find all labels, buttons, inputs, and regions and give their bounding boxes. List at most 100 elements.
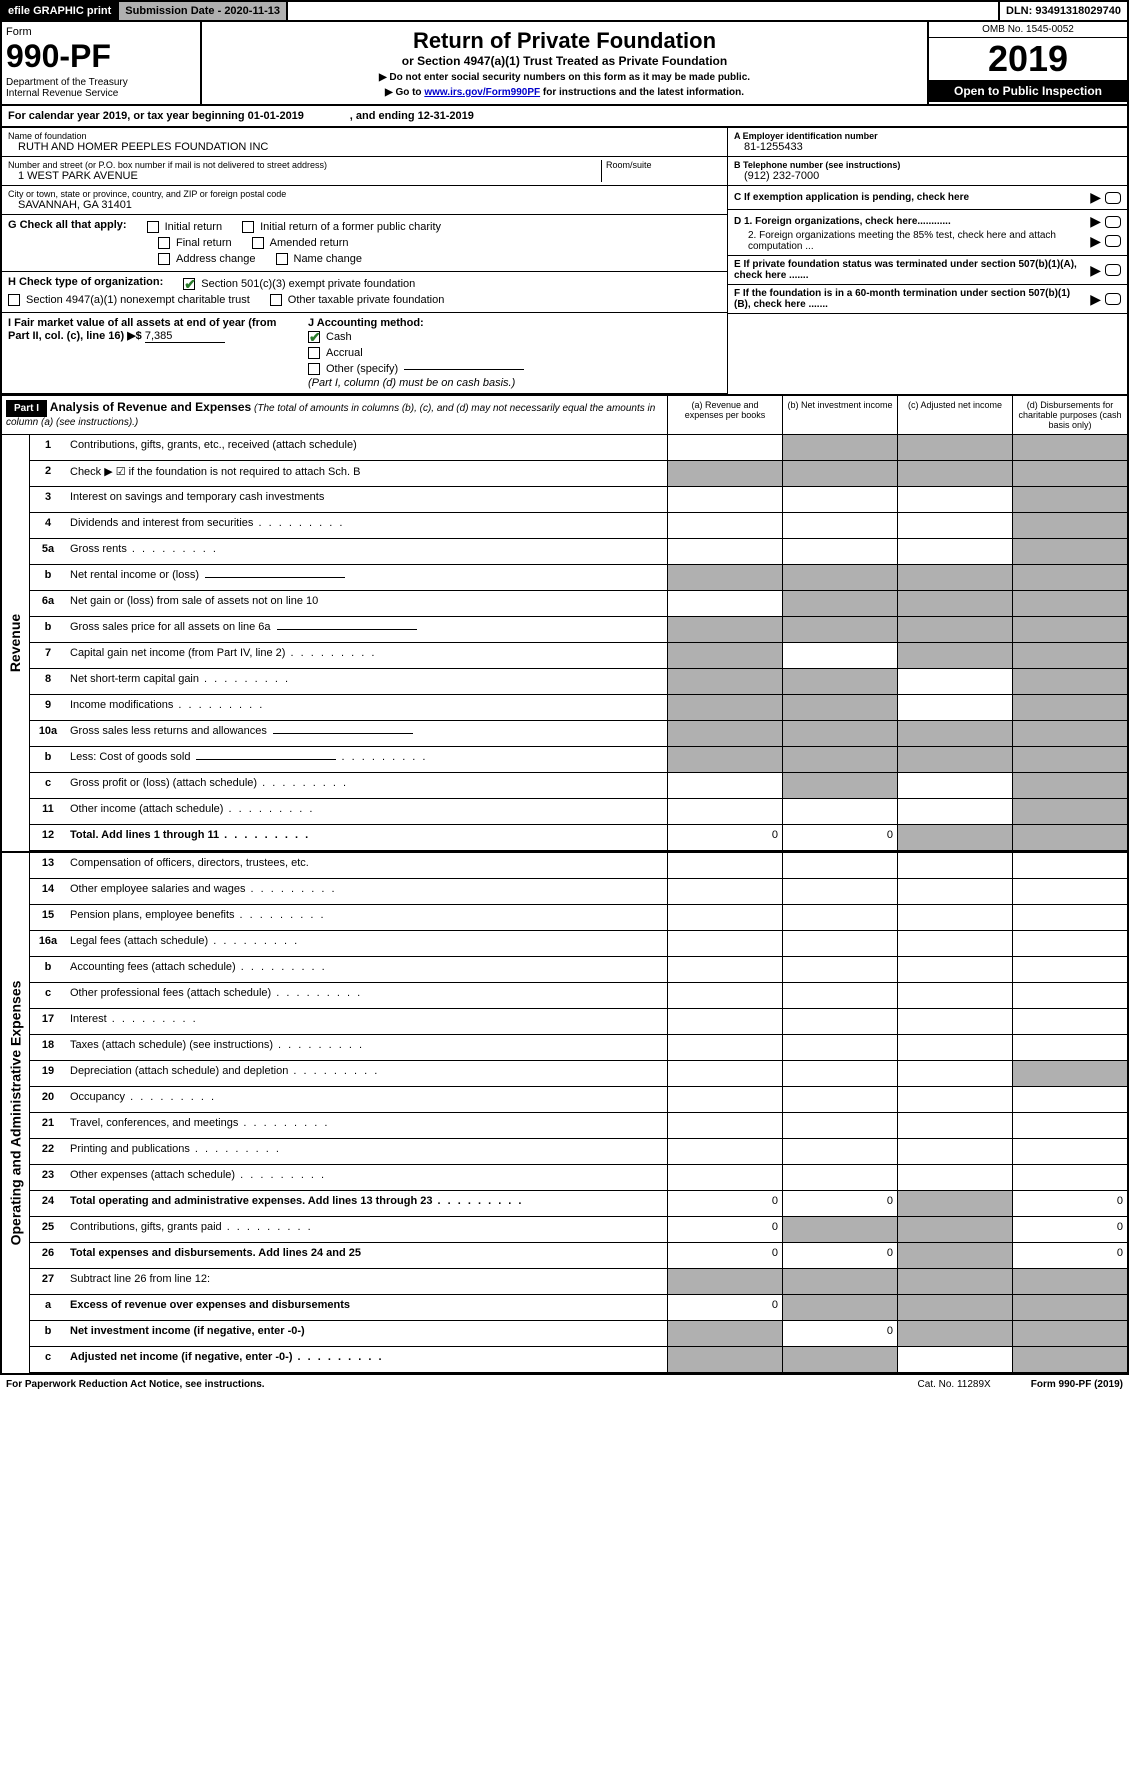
cell-b [782,721,897,746]
irs-link[interactable]: www.irs.gov/Form990PF [424,87,540,98]
row-desc: Net investment income (if negative, ente… [66,1321,667,1346]
cell-c [897,695,1012,720]
row-num: b [30,617,66,642]
row-num: 14 [30,879,66,904]
check-final[interactable]: Final return [158,235,232,251]
cell-a [667,983,782,1008]
row-num: 7 [30,643,66,668]
cell-d [1012,983,1127,1008]
row-desc: Gross sales price for all assets on line… [66,617,667,642]
form-label: Form [6,26,196,38]
row-num: 10a [30,721,66,746]
table-row: 16aLegal fees (attach schedule) [30,931,1127,957]
row-desc: Other professional fees (attach schedule… [66,983,667,1008]
row-num: 15 [30,905,66,930]
check-address[interactable]: Address change [158,251,256,267]
cell-d [1012,721,1127,746]
check-initial[interactable]: Initial return [147,219,222,235]
cell-a [667,1139,782,1164]
table-row: 7Capital gain net income (from Part IV, … [30,643,1127,669]
row-desc: Total operating and administrative expen… [66,1191,667,1216]
cell-c [897,487,1012,512]
check-amended[interactable]: Amended return [252,235,349,251]
cell-b [782,773,897,798]
row-num: 2 [30,461,66,486]
row-desc: Taxes (attach schedule) (see instruction… [66,1035,667,1060]
header-center: Return of Private Foundation or Section … [202,22,927,104]
col-b: (b) Net investment income [782,396,897,434]
row-desc: Interest [66,1009,667,1034]
check-4947[interactable]: Section 4947(a)(1) nonexempt charitable … [8,292,250,308]
section-i: I Fair market value of all assets at end… [2,313,727,394]
cell-a [667,591,782,616]
cell-d [1012,1113,1127,1138]
table-row: 21Travel, conferences, and meetings [30,1113,1127,1139]
table-row: 25Contributions, gifts, grants paid00 [30,1217,1127,1243]
cell-c [897,931,1012,956]
row-desc: Accounting fees (attach schedule) [66,957,667,982]
row-desc: Income modifications [66,695,667,720]
cell-a [667,1087,782,1112]
ein-cell: A Employer identification number 81-1255… [728,128,1127,157]
calendar-year: For calendar year 2019, or tax year begi… [0,106,1129,128]
phone-cell: B Telephone number (see instructions) (9… [728,157,1127,186]
row-num: c [30,1347,66,1372]
check-d1[interactable] [1105,216,1121,228]
cell-c [897,747,1012,772]
check-initial-former[interactable]: Initial return of a former public charit… [242,219,441,235]
row-num: c [30,983,66,1008]
check-c[interactable] [1105,192,1121,204]
table-row: 24Total operating and administrative exp… [30,1191,1127,1217]
cell-c [897,1087,1012,1112]
cell-d: 0 [1012,1243,1127,1268]
cell-b [782,1165,897,1190]
table-row: 3Interest on savings and temporary cash … [30,487,1127,513]
cell-a [667,957,782,982]
cell-d [1012,461,1127,486]
check-cash[interactable]: Cash [308,329,524,345]
tax-year: 2019 [929,38,1127,80]
cell-b [782,565,897,590]
cell-c [897,905,1012,930]
row-desc: Other expenses (attach schedule) [66,1165,667,1190]
form-ref: Form 990-PF (2019) [1031,1379,1123,1390]
check-d2[interactable] [1105,235,1121,247]
cell-b [782,435,897,460]
check-501c3[interactable]: Section 501(c)(3) exempt private foundat… [183,276,415,292]
check-accrual[interactable]: Accrual [308,345,524,361]
check-f[interactable] [1105,293,1121,305]
row-num: 27 [30,1269,66,1294]
table-row: bNet investment income (if negative, ent… [30,1321,1127,1347]
cell-d [1012,513,1127,538]
table-row: bGross sales price for all assets on lin… [30,617,1127,643]
pra-notice: For Paperwork Reduction Act Notice, see … [6,1379,265,1390]
cell-c [897,1165,1012,1190]
table-row: 23Other expenses (attach schedule) [30,1165,1127,1191]
check-other-acct[interactable]: Other (specify) [308,361,524,377]
cell-c [897,513,1012,538]
cell-b: 0 [782,825,897,850]
row-desc: Gross rents [66,539,667,564]
cell-b [782,957,897,982]
cell-c [897,957,1012,982]
table-row: bLess: Cost of goods sold [30,747,1127,773]
row-desc: Depreciation (attach schedule) and deple… [66,1061,667,1086]
check-name[interactable]: Name change [276,251,363,267]
check-other-tax[interactable]: Other taxable private foundation [270,292,445,308]
table-row: 17Interest [30,1009,1127,1035]
row-num: 8 [30,669,66,694]
col-c: (c) Adjusted net income [897,396,1012,434]
cell-c [897,721,1012,746]
cell-d [1012,539,1127,564]
table-row: 20Occupancy [30,1087,1127,1113]
submission-date: Submission Date - 2020-11-13 [119,2,288,20]
cell-d [1012,747,1127,772]
cell-a [667,435,782,460]
cell-b [782,539,897,564]
row-num: 1 [30,435,66,460]
cell-d [1012,1009,1127,1034]
cell-b: 0 [782,1243,897,1268]
check-e[interactable] [1105,264,1121,276]
cell-b [782,1035,897,1060]
row-num: b [30,747,66,772]
